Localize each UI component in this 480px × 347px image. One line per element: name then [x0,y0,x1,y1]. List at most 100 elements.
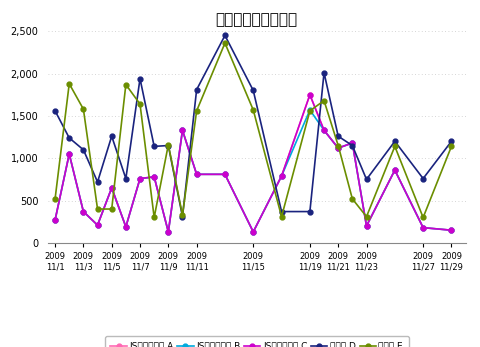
JSビーコン型 A [123,225,129,229]
ログ型 D [349,143,355,147]
Legend: JSビーコン型 A, JSビーコン型 B, JSビーコン型 C, ログ型 D, ログ型 E: JSビーコン型 A, JSビーコン型 B, JSビーコン型 C, ログ型 D, … [105,336,408,347]
JSビーコン型 C [137,177,143,181]
ログ型 E [222,41,228,45]
JSビーコン型 C [180,128,185,132]
ログ型 D [137,77,143,81]
ログ型 D [222,33,228,37]
JSビーコン型 A [449,228,455,232]
ログ型 E [81,107,86,111]
ログ型 D [279,210,285,214]
JSビーコン型 B [166,230,171,234]
ログ型 D [364,177,370,181]
JSビーコン型 B [321,128,327,132]
JSビーコン型 A [336,146,341,150]
ログ型 E [66,82,72,86]
ログ型 E [180,213,185,217]
ログ型 D [123,177,129,181]
JSビーコン型 C [222,172,228,176]
ログ型 D [109,134,115,138]
ログ型 E [137,102,143,106]
JSビーコン型 B [392,168,398,172]
JSビーコン型 B [336,146,341,150]
ログ型 E [95,207,100,211]
Line: JSビーコン型 C: JSビーコン型 C [53,92,454,234]
JSビーコン型 C [349,141,355,145]
JSビーコン型 B [52,218,58,222]
ログ型 D [66,136,72,140]
JSビーコン型 A [279,174,285,178]
JSビーコン型 B [180,128,185,132]
JSビーコン型 A [321,128,327,132]
JSビーコン型 A [81,210,86,214]
Line: JSビーコン型 B: JSビーコン型 B [53,108,454,234]
JSビーコン型 C [307,93,313,97]
JSビーコン型 B [66,152,72,156]
ログ型 E [321,99,327,103]
JSビーコン型 B [151,175,157,179]
ログ型 D [194,87,200,92]
ログ型 E [420,215,426,220]
JSビーコン型 C [81,210,86,214]
JSビーコン型 C [364,224,370,228]
JSビーコン型 C [194,172,200,176]
JSビーコン型 C [166,230,171,234]
ログ型 E [123,83,129,87]
ログ型 D [336,134,341,138]
JSビーコン型 B [364,224,370,228]
ログ型 D [420,177,426,181]
JSビーコン型 C [251,230,256,234]
JSビーコン型 C [151,175,157,179]
JSビーコン型 C [52,218,58,222]
ログ型 D [392,139,398,143]
ログ型 D [251,88,256,93]
JSビーコン型 B [137,177,143,181]
JSビーコン型 B [349,141,355,145]
JSビーコン型 C [420,226,426,230]
Line: JSビーコン型 A: JSビーコン型 A [53,92,454,234]
JSビーコン型 C [279,174,285,178]
JSビーコン型 C [109,186,115,190]
ログ型 D [307,210,313,214]
JSビーコン型 A [420,226,426,230]
JSビーコン型 A [194,172,200,176]
ログ型 D [166,143,171,147]
ログ型 E [307,109,313,113]
JSビーコン型 A [392,168,398,172]
ログ型 D [151,144,157,149]
ログ型 D [81,148,86,152]
ログ型 E [194,109,200,113]
Title: 日別ページビュー数: 日別ページビュー数 [216,12,298,27]
ログ型 D [449,139,455,143]
JSビーコン型 A [251,230,256,234]
JSビーコン型 A [66,152,72,156]
JSビーコン型 A [52,218,58,222]
JSビーコン型 C [336,146,341,150]
ログ型 E [151,215,157,220]
JSビーコン型 B [81,210,86,214]
JSビーコン型 B [449,228,455,232]
JSビーコン型 C [66,152,72,156]
JSビーコン型 A [364,224,370,228]
ログ型 D [95,180,100,184]
ログ型 E [279,214,285,219]
ログ型 E [349,197,355,201]
JSビーコン型 B [251,230,256,234]
ログ型 E [392,144,398,149]
ログ型 E [166,143,171,147]
JSビーコン型 A [166,230,171,234]
JSビーコン型 B [279,174,285,178]
ログ型 E [109,207,115,211]
JSビーコン型 A [307,93,313,97]
JSビーコン型 B [109,186,115,190]
JSビーコン型 C [123,225,129,229]
JSビーコン型 B [307,108,313,112]
ログ型 E [449,144,455,149]
JSビーコン型 C [392,168,398,172]
JSビーコン型 A [151,175,157,179]
JSビーコン型 B [420,226,426,230]
Line: ログ型 D: ログ型 D [53,33,454,219]
JSビーコン型 A [180,128,185,132]
ログ型 E [251,108,256,112]
JSビーコン型 B [194,172,200,176]
ログ型 D [180,214,185,219]
